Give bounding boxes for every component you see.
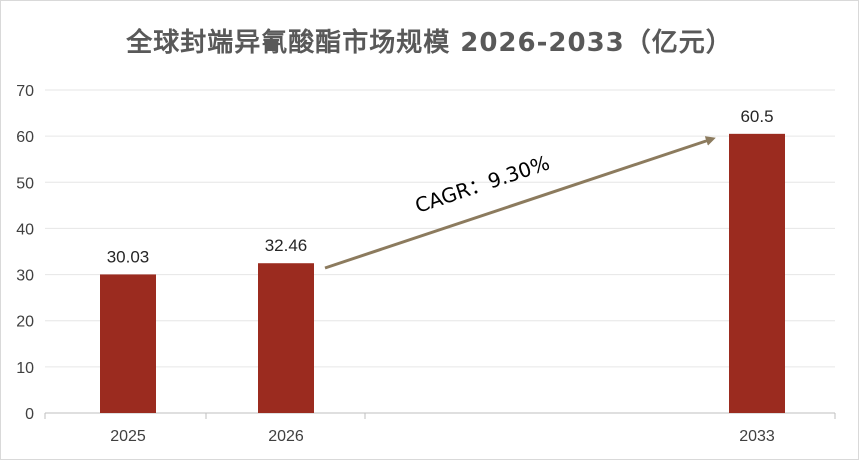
bar bbox=[258, 263, 314, 413]
data-label: 60.5 bbox=[740, 107, 773, 126]
cagr-annotation: CAGR：9.30% bbox=[412, 150, 553, 217]
chart-title: 全球封端异氰酸酯市场规模 2026-2033（亿元） bbox=[126, 28, 733, 58]
y-tick-label: 20 bbox=[16, 314, 34, 331]
bar bbox=[729, 133, 785, 414]
data-label: 30.03 bbox=[107, 247, 150, 266]
y-tick-label: 70 bbox=[16, 83, 34, 100]
y-tick-label: 30 bbox=[16, 268, 34, 285]
x-tick-label: 2026 bbox=[268, 428, 304, 445]
x-tick-label: 2025 bbox=[110, 428, 146, 445]
cagr-arrow bbox=[324, 136, 716, 270]
data-label: 32.46 bbox=[265, 236, 308, 255]
y-tick-label: 40 bbox=[16, 221, 34, 238]
x-tick-label: 2033 bbox=[739, 428, 775, 445]
y-tick-label: 50 bbox=[16, 175, 34, 192]
bar bbox=[100, 274, 156, 413]
y-tick-label: 0 bbox=[25, 406, 34, 423]
y-tick-label: 60 bbox=[16, 129, 34, 146]
y-tick-label: 10 bbox=[16, 360, 34, 377]
